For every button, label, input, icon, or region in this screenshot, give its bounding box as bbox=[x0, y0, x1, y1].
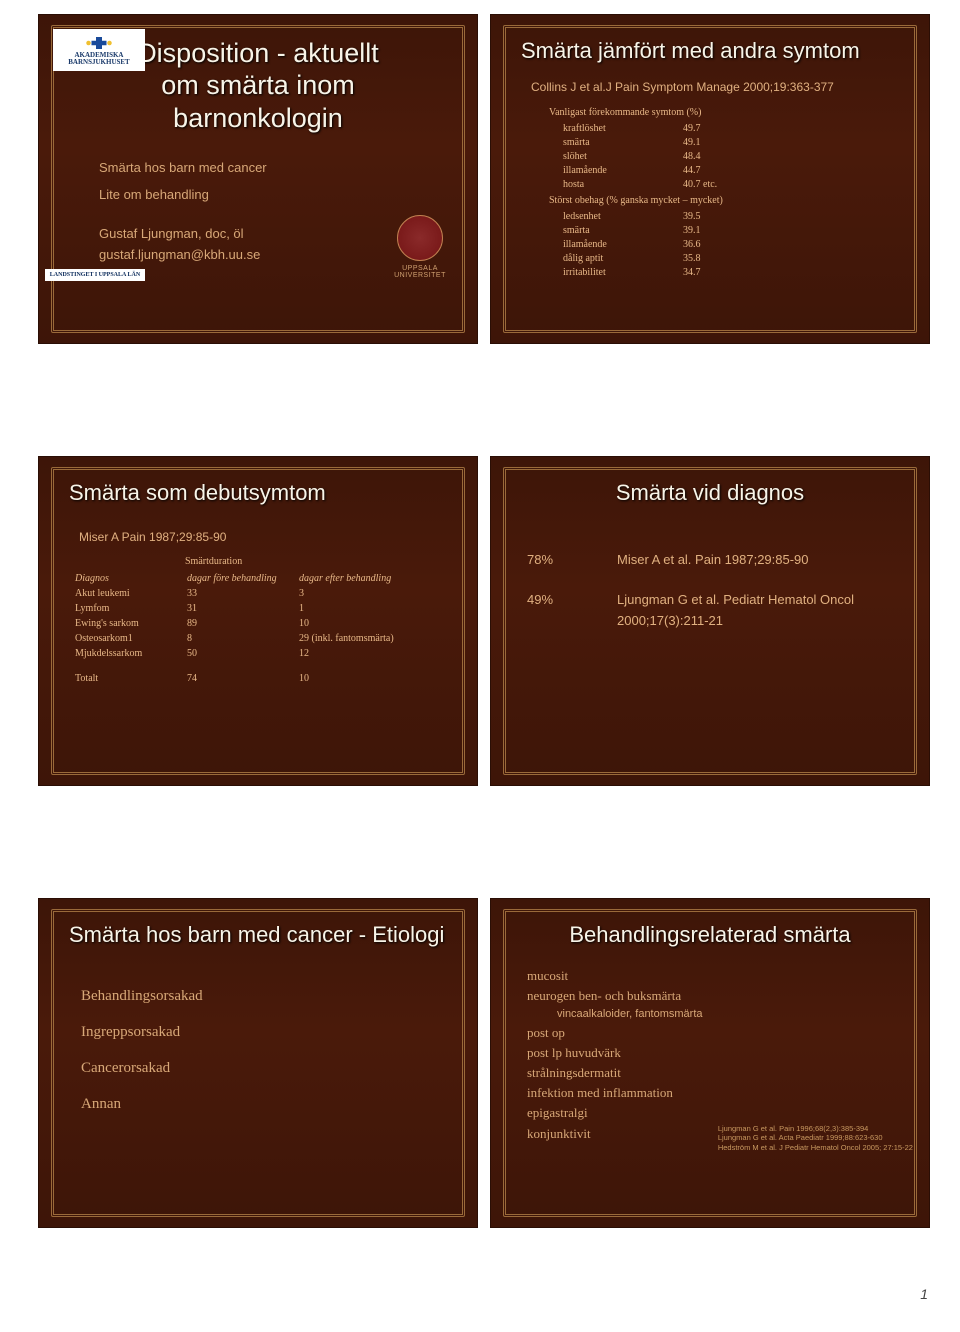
slide-vid-diagnos: Smärta vid diagnos 78% Miser A et al. Pa… bbox=[490, 456, 930, 786]
slide-border bbox=[51, 467, 465, 775]
slide-border bbox=[503, 467, 917, 775]
slide-border bbox=[503, 909, 917, 1217]
slide-disposition: AKADEMISKA BARNSJUKHUSET Disposition - a… bbox=[38, 14, 478, 344]
seal-icon bbox=[397, 215, 443, 261]
landstinget-logo: LANDSTINGET I UPPSALA LÄN bbox=[45, 269, 145, 281]
slide-border bbox=[51, 909, 465, 1217]
cross-icon bbox=[84, 34, 114, 52]
uu-text-l1: UPPSALA bbox=[391, 265, 449, 272]
slide-smarta-jamfort: Smärta jämfört med andra symtom Collins … bbox=[490, 14, 930, 344]
akademiska-logo: AKADEMISKA BARNSJUKHUSET bbox=[53, 29, 145, 71]
slide-debutsymtom: Smärta som debutsymtom Miser A Pain 1987… bbox=[38, 456, 478, 786]
slide-behandlingsrelaterad: Behandlingsrelaterad smärta mucosit neur… bbox=[490, 898, 930, 1228]
logo-text: LANDSTINGET I UPPSALA LÄN bbox=[50, 272, 140, 278]
uu-text-l2: UNIVERSITET bbox=[391, 272, 449, 279]
uppsala-universitet-logo: UPPSALA UNIVERSITET bbox=[391, 215, 449, 295]
logo-text-l2: BARNSJUKHUSET bbox=[68, 59, 129, 66]
page-number: 1 bbox=[920, 1286, 928, 1302]
slide-border bbox=[503, 25, 917, 333]
slide-etiologi: Smärta hos barn med cancer - Etiologi Be… bbox=[38, 898, 478, 1228]
